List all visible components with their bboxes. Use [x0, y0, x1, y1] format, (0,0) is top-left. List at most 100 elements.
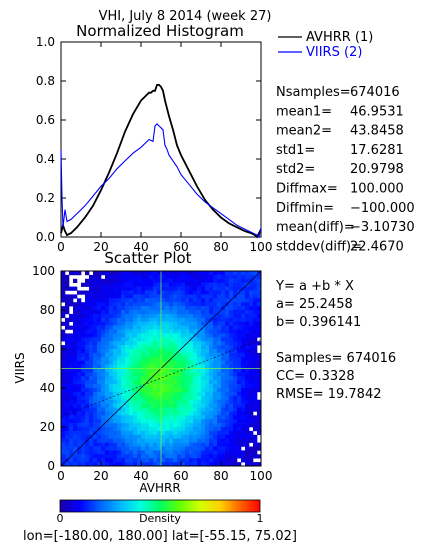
density-cell [145, 462, 150, 467]
density-cell [253, 434, 258, 439]
density-cell [249, 391, 254, 397]
density-cell [93, 321, 98, 326]
density-cell [241, 294, 246, 299]
density-cell [237, 337, 242, 342]
density-cell [165, 462, 170, 467]
density-cell [109, 388, 114, 393]
density-cell [245, 462, 250, 467]
density-cell [229, 364, 234, 369]
density-cell [97, 450, 102, 455]
density-cell [173, 278, 178, 283]
density-cell [241, 298, 246, 303]
density-cell [145, 360, 150, 365]
density-cell [65, 388, 70, 393]
density-cell [161, 462, 166, 467]
density-cell [237, 415, 242, 420]
density-cell [149, 294, 154, 299]
density-cell [189, 368, 194, 373]
density-cell [101, 407, 106, 412]
density-cell [213, 399, 218, 404]
density-cell [161, 434, 166, 439]
density-cell [157, 403, 162, 408]
density-cell [69, 302, 74, 307]
density-cell [65, 399, 70, 404]
density-cell [117, 349, 122, 354]
density-cell [157, 450, 162, 455]
density-cell [177, 391, 182, 397]
density-cell [141, 427, 146, 432]
density-cell [93, 442, 98, 447]
density-cell [165, 395, 170, 400]
density-cell [89, 317, 94, 322]
density-cell [181, 364, 186, 369]
density-cell [125, 274, 130, 280]
density-cell [129, 372, 134, 377]
density-cell [81, 349, 86, 354]
density-cell [189, 427, 194, 432]
density-cell [121, 271, 126, 276]
density-cell [169, 345, 174, 350]
density-cell [197, 423, 202, 428]
density-cell [89, 321, 94, 326]
density-cell [61, 458, 66, 463]
density-cell [141, 317, 146, 322]
density-cell [77, 380, 82, 385]
density-cell [249, 411, 254, 416]
density-cell [137, 376, 142, 381]
density-cell [225, 341, 230, 346]
density-cell [89, 442, 94, 447]
density-cell [129, 438, 134, 443]
density-cell [233, 462, 238, 467]
density-cell [137, 313, 142, 319]
density-cell [253, 423, 258, 428]
density-cell [185, 438, 190, 443]
density-cell [61, 434, 66, 439]
density-cell [93, 391, 98, 397]
density-cell [233, 388, 238, 393]
density-cell [245, 274, 250, 280]
density-cell [201, 321, 206, 326]
density-cell [85, 317, 90, 322]
density-cell [209, 395, 214, 400]
density-cell [157, 395, 162, 400]
density-cell [217, 325, 222, 330]
density-cell [149, 313, 154, 319]
density-cell [201, 298, 206, 303]
density-cell [121, 298, 126, 303]
density-cell [193, 395, 198, 400]
density-cell [173, 274, 178, 280]
density-cell [61, 430, 66, 436]
density-cell [213, 368, 218, 373]
density-cell [225, 278, 230, 283]
density-cell [189, 306, 194, 311]
density-cell [181, 380, 186, 385]
density-cell [85, 423, 90, 428]
density-cell [89, 294, 94, 299]
density-cell [177, 430, 182, 436]
density-cell [77, 438, 82, 443]
stat-value: −100.000 [350, 201, 415, 216]
density-cell [209, 337, 214, 342]
density-cell [129, 341, 134, 346]
density-cell [237, 302, 242, 307]
density-cell [185, 399, 190, 404]
density-cell [61, 286, 66, 291]
density-cell [201, 368, 206, 373]
stat-value: 20.9798 [350, 162, 404, 177]
density-cell [221, 384, 226, 389]
density-cell [249, 415, 254, 420]
density-cell [105, 427, 110, 432]
density-cell [113, 446, 118, 451]
density-cell [229, 399, 234, 404]
density-cell [165, 442, 170, 447]
density-cell [221, 403, 226, 408]
density-cell [253, 278, 258, 283]
density-cell [161, 282, 166, 287]
density-cell [245, 278, 250, 283]
density-cell [193, 391, 198, 397]
density-cell [241, 380, 246, 385]
density-cell [137, 356, 142, 361]
density-cell [133, 329, 138, 334]
density-cell [149, 345, 154, 350]
